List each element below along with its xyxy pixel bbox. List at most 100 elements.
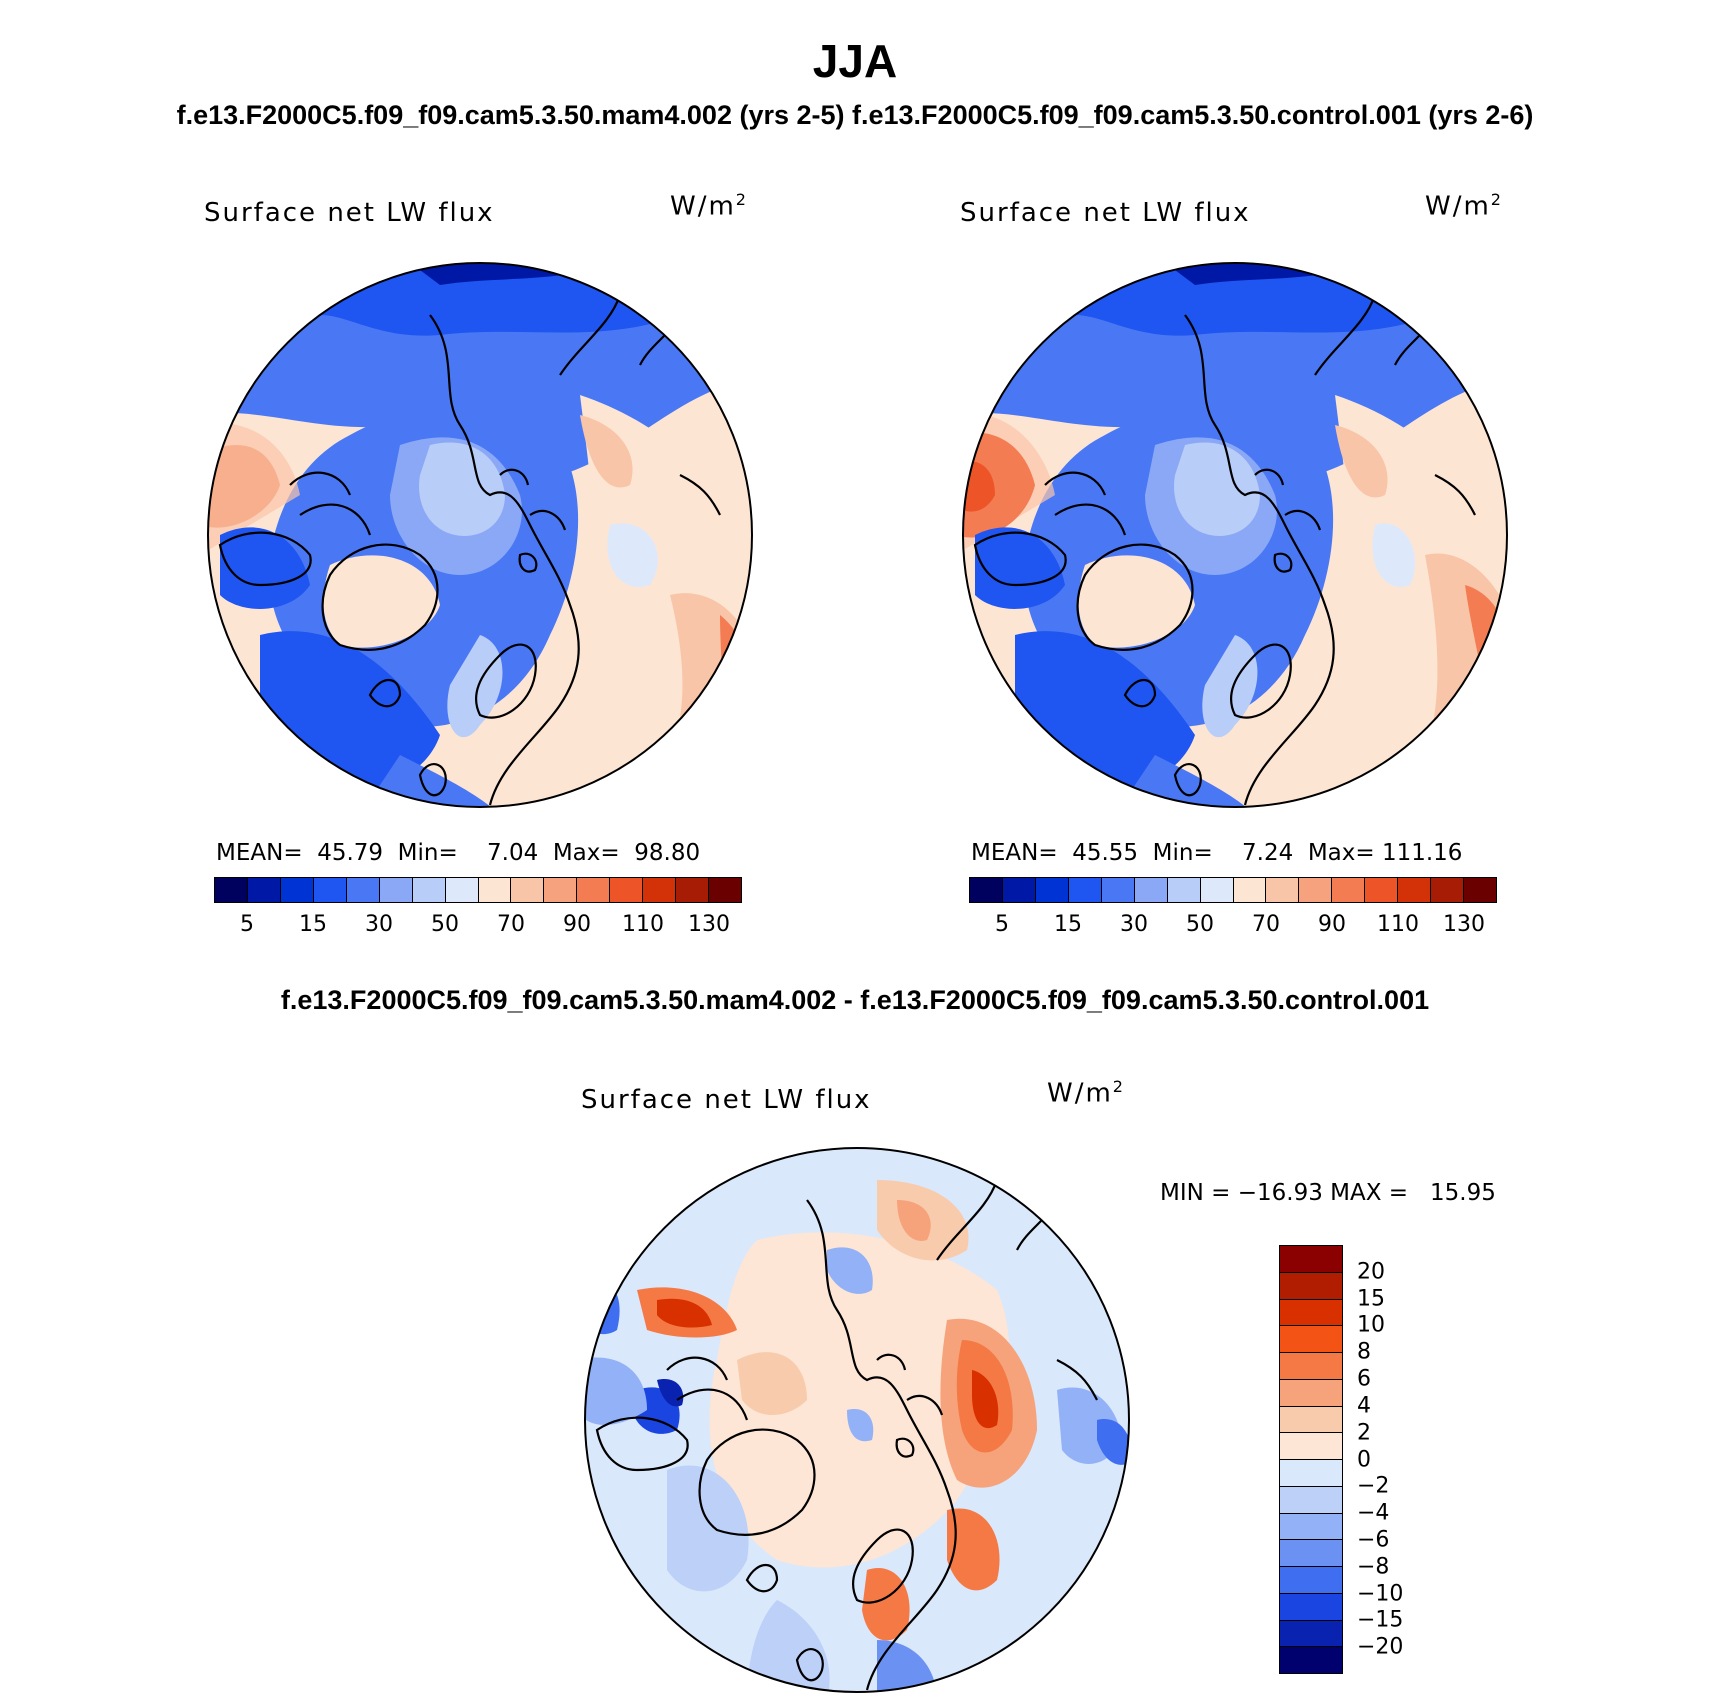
colorbar-swatch xyxy=(1280,1567,1342,1594)
panel3-polar-map xyxy=(584,1147,1130,1693)
colorbar-swatch xyxy=(1299,878,1333,902)
colorbar-tick-label: −8 xyxy=(1357,1554,1390,1580)
colorbar-swatch xyxy=(1332,878,1366,902)
colorbar-tick-label: −20 xyxy=(1357,1634,1404,1660)
panel1-variable-label: Surface net LW flux xyxy=(204,198,495,228)
colorbar-swatch xyxy=(511,878,545,902)
colorbar-swatch xyxy=(1280,1620,1342,1648)
panel3-stats: MIN = −16.93 MAX = 15.95 xyxy=(1160,1180,1496,1206)
page-title: JJA xyxy=(812,35,898,87)
panel1-polar-map xyxy=(207,262,753,808)
panel2-variable-label: Surface net LW flux xyxy=(960,198,1251,228)
colorbar-tick-label: 50 xyxy=(431,912,459,937)
colorbar-swatch xyxy=(1431,878,1465,902)
panel1-colorbar-ticks: 5 15 30 50 70 90 110 130 xyxy=(214,912,742,940)
colorbar-swatch xyxy=(643,878,677,902)
colorbar-tick-label: 15 xyxy=(299,912,327,937)
colorbar-swatch xyxy=(346,878,380,902)
colorbar-tick-label: 8 xyxy=(1357,1339,1371,1365)
colorbar-swatch xyxy=(1035,878,1069,902)
colorbar-tick-label: 6 xyxy=(1357,1366,1371,1392)
colorbar-swatch xyxy=(709,878,741,902)
colorbar-swatch xyxy=(610,878,644,902)
panel2-polar-map xyxy=(962,262,1508,808)
colorbar-swatch xyxy=(379,878,413,902)
colorbar-swatch xyxy=(1280,1379,1342,1407)
colorbar-tick-label: −2 xyxy=(1357,1473,1390,1499)
panel1-colorbar xyxy=(214,877,742,903)
panel2-colorbar-ticks: 5 15 30 50 70 90 110 130 xyxy=(969,912,1497,940)
colorbar-swatch xyxy=(1280,1326,1342,1353)
panel1-stats: MEAN= 45.79 Min= 7.04 Max= 98.80 xyxy=(216,840,701,866)
colorbar-tick-label: 110 xyxy=(622,912,664,937)
colorbar-swatch xyxy=(1101,878,1135,902)
colorbar-swatch xyxy=(1280,1353,1342,1380)
colorbar-swatch xyxy=(1280,1246,1342,1273)
colorbar-tick-label: 15 xyxy=(1357,1286,1385,1312)
colorbar-tick-label: 30 xyxy=(365,912,393,937)
colorbar-swatch xyxy=(1266,878,1300,902)
colorbar-swatch xyxy=(544,878,578,902)
colorbar-tick-label: 70 xyxy=(1252,912,1280,937)
colorbar-swatch xyxy=(1280,1433,1342,1460)
colorbar-swatch xyxy=(970,878,1003,902)
colorbar-swatch xyxy=(1280,1272,1342,1300)
panel2-colorbar xyxy=(969,877,1497,903)
colorbar-swatch xyxy=(1398,878,1432,902)
panel1-units-label: W/m2 xyxy=(670,190,748,222)
colorbar-tick-label: 110 xyxy=(1377,912,1419,937)
colorbar-swatch xyxy=(215,878,248,902)
colorbar-swatch xyxy=(676,878,710,902)
colorbar-tick-label: −4 xyxy=(1357,1500,1390,1526)
colorbar-tick-label: 50 xyxy=(1186,912,1214,937)
colorbar-swatch xyxy=(478,878,512,902)
colorbar-swatch xyxy=(577,878,611,902)
colorbar-tick-label: 90 xyxy=(563,912,591,937)
colorbar-tick-label: 5 xyxy=(995,912,1009,937)
colorbar-swatch xyxy=(1002,878,1036,902)
colorbar-tick-label: 10 xyxy=(1357,1312,1385,1338)
colorbar-tick-label: 15 xyxy=(1054,912,1082,937)
colorbar-tick-label: 5 xyxy=(240,912,254,937)
colorbar-swatch xyxy=(445,878,479,902)
colorbar-tick-label: 70 xyxy=(497,912,525,937)
colorbar-swatch xyxy=(1233,878,1267,902)
colorbar-swatch xyxy=(280,878,314,902)
panel3-colorbar xyxy=(1279,1245,1343,1674)
colorbar-swatch xyxy=(1365,878,1399,902)
colorbar-swatch xyxy=(1167,878,1201,902)
panel3-units-label: W/m2 xyxy=(1047,1077,1125,1109)
colorbar-swatch xyxy=(1134,878,1168,902)
colorbar-swatch xyxy=(1280,1513,1342,1541)
colorbar-tick-label: 20 xyxy=(1357,1259,1385,1285)
colorbar-tick-label: 4 xyxy=(1357,1393,1371,1419)
colorbar-swatch xyxy=(1464,878,1496,902)
colorbar-swatch xyxy=(313,878,347,902)
colorbar-tick-label: 90 xyxy=(1318,912,1346,937)
colorbar-tick-label: 130 xyxy=(688,912,730,937)
panel3-variable-label: Surface net LW flux xyxy=(581,1085,872,1115)
colorbar-swatch xyxy=(247,878,281,902)
colorbar-swatch xyxy=(1280,1299,1342,1327)
colorbar-swatch xyxy=(1280,1460,1342,1487)
colorbar-swatch xyxy=(1200,878,1234,902)
panel2-stats: MEAN= 45.55 Min= 7.24 Max= 111.16 xyxy=(971,840,1463,866)
cases-title: f.e13.F2000C5.f09_f09.cam5.3.50.mam4.002… xyxy=(176,100,1534,130)
difference-title: f.e13.F2000C5.f09_f09.cam5.3.50.mam4.002… xyxy=(280,985,1430,1015)
colorbar-tick-label: 130 xyxy=(1443,912,1485,937)
colorbar-swatch xyxy=(1068,878,1102,902)
colorbar-swatch xyxy=(1280,1593,1342,1621)
panel2-units-label: W/m2 xyxy=(1425,190,1503,222)
colorbar-tick-label: 30 xyxy=(1120,912,1148,937)
colorbar-swatch xyxy=(412,878,446,902)
colorbar-swatch xyxy=(1280,1406,1342,1434)
colorbar-swatch xyxy=(1280,1486,1342,1514)
colorbar-tick-label: −6 xyxy=(1357,1527,1390,1553)
colorbar-swatch xyxy=(1280,1540,1342,1567)
panel3-colorbar-ticks: 20 15 10 8 6 4 2 0 −2 −4 −6 −8 −10 −15 −20 xyxy=(1357,1245,1437,1674)
colorbar-tick-label: 0 xyxy=(1357,1447,1371,1472)
colorbar-tick-label: −10 xyxy=(1357,1581,1404,1607)
colorbar-tick-label: −15 xyxy=(1357,1607,1404,1633)
colorbar-tick-label: 2 xyxy=(1357,1420,1371,1446)
colorbar-swatch xyxy=(1280,1647,1342,1673)
